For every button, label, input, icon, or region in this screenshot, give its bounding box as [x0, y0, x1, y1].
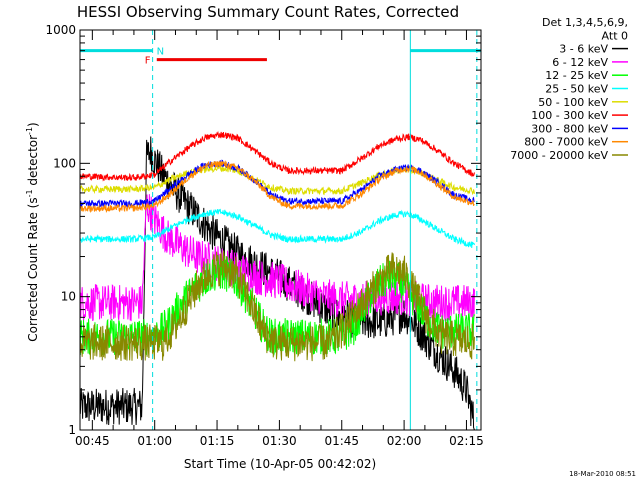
legend-label: 100 - 300 keV [531, 109, 608, 122]
y-tick-label: 1 [68, 423, 76, 437]
axes-layer: 1 10 100 1000 00:45 01:00 01:15 01:30 01:45 02:00… [45, 23, 483, 448]
plot-area [80, 30, 481, 430]
legend-label: 800 - 7000 keV [524, 136, 608, 149]
legend-label: 12 - 25 keV [545, 69, 608, 82]
x-tick-label: 01:00 [137, 434, 172, 448]
series-line-800-7000-kev [80, 160, 475, 214]
x-tick-label: 01:15 [200, 434, 235, 448]
x-tick-label: 02:00 [387, 434, 422, 448]
legend-label: 3 - 6 keV [559, 43, 608, 56]
x-tick-label: 00:45 [75, 434, 110, 448]
legend-label: 300 - 800 keV [531, 122, 608, 135]
y-axis-label-suffix: detector [26, 135, 40, 190]
x-tick-label: 01:45 [324, 434, 359, 448]
y-axis-label-exp: -1 [25, 189, 34, 197]
y-tick-label: 1000 [45, 23, 76, 37]
x-axis-label: Start Time (10-Apr-05 00:42:02) [184, 457, 376, 471]
series-line-6-12-kev [80, 194, 475, 322]
legend-label: 6 - 12 keV [552, 56, 608, 69]
y-tick-label: 10 [61, 290, 76, 304]
legend-label: 50 - 100 keV [538, 96, 608, 109]
x-tick-label: 02:15 [449, 434, 484, 448]
series-line-7000-20000-kev [80, 250, 475, 362]
y-axis-label-exp2: -1 [25, 127, 34, 135]
series-line-25-50-kev [80, 208, 475, 248]
legend-label: 25 - 50 keV [545, 83, 608, 96]
series-line-100-300-kev [80, 130, 475, 182]
data-layer [80, 30, 481, 430]
legend-header: Att 0 [602, 29, 628, 42]
y-tick-label: 100 [53, 156, 76, 170]
y-axis-label: Corrected Count Rate (s-1 detector-1) [25, 122, 40, 341]
x-tick-label: 01:30 [262, 434, 297, 448]
footer-timestamp: 18-Mar-2010 08:51 [569, 470, 636, 478]
y-axis-label-prefix: Corrected Count Rate (s [26, 197, 40, 341]
flag-f-label: F [145, 56, 151, 67]
y-axis-label-end: ) [26, 122, 40, 127]
frame-layer: NF [79, 29, 482, 431]
plot-frame [79, 29, 482, 431]
legend-label: 7000 - 20000 keV [510, 149, 608, 162]
legend-header: Det 1,3,4,5,6,9, [542, 16, 628, 29]
flag-n-label: N [157, 47, 164, 58]
chart-title: HESSI Observing Summary Count Rates, Cor… [77, 3, 459, 21]
